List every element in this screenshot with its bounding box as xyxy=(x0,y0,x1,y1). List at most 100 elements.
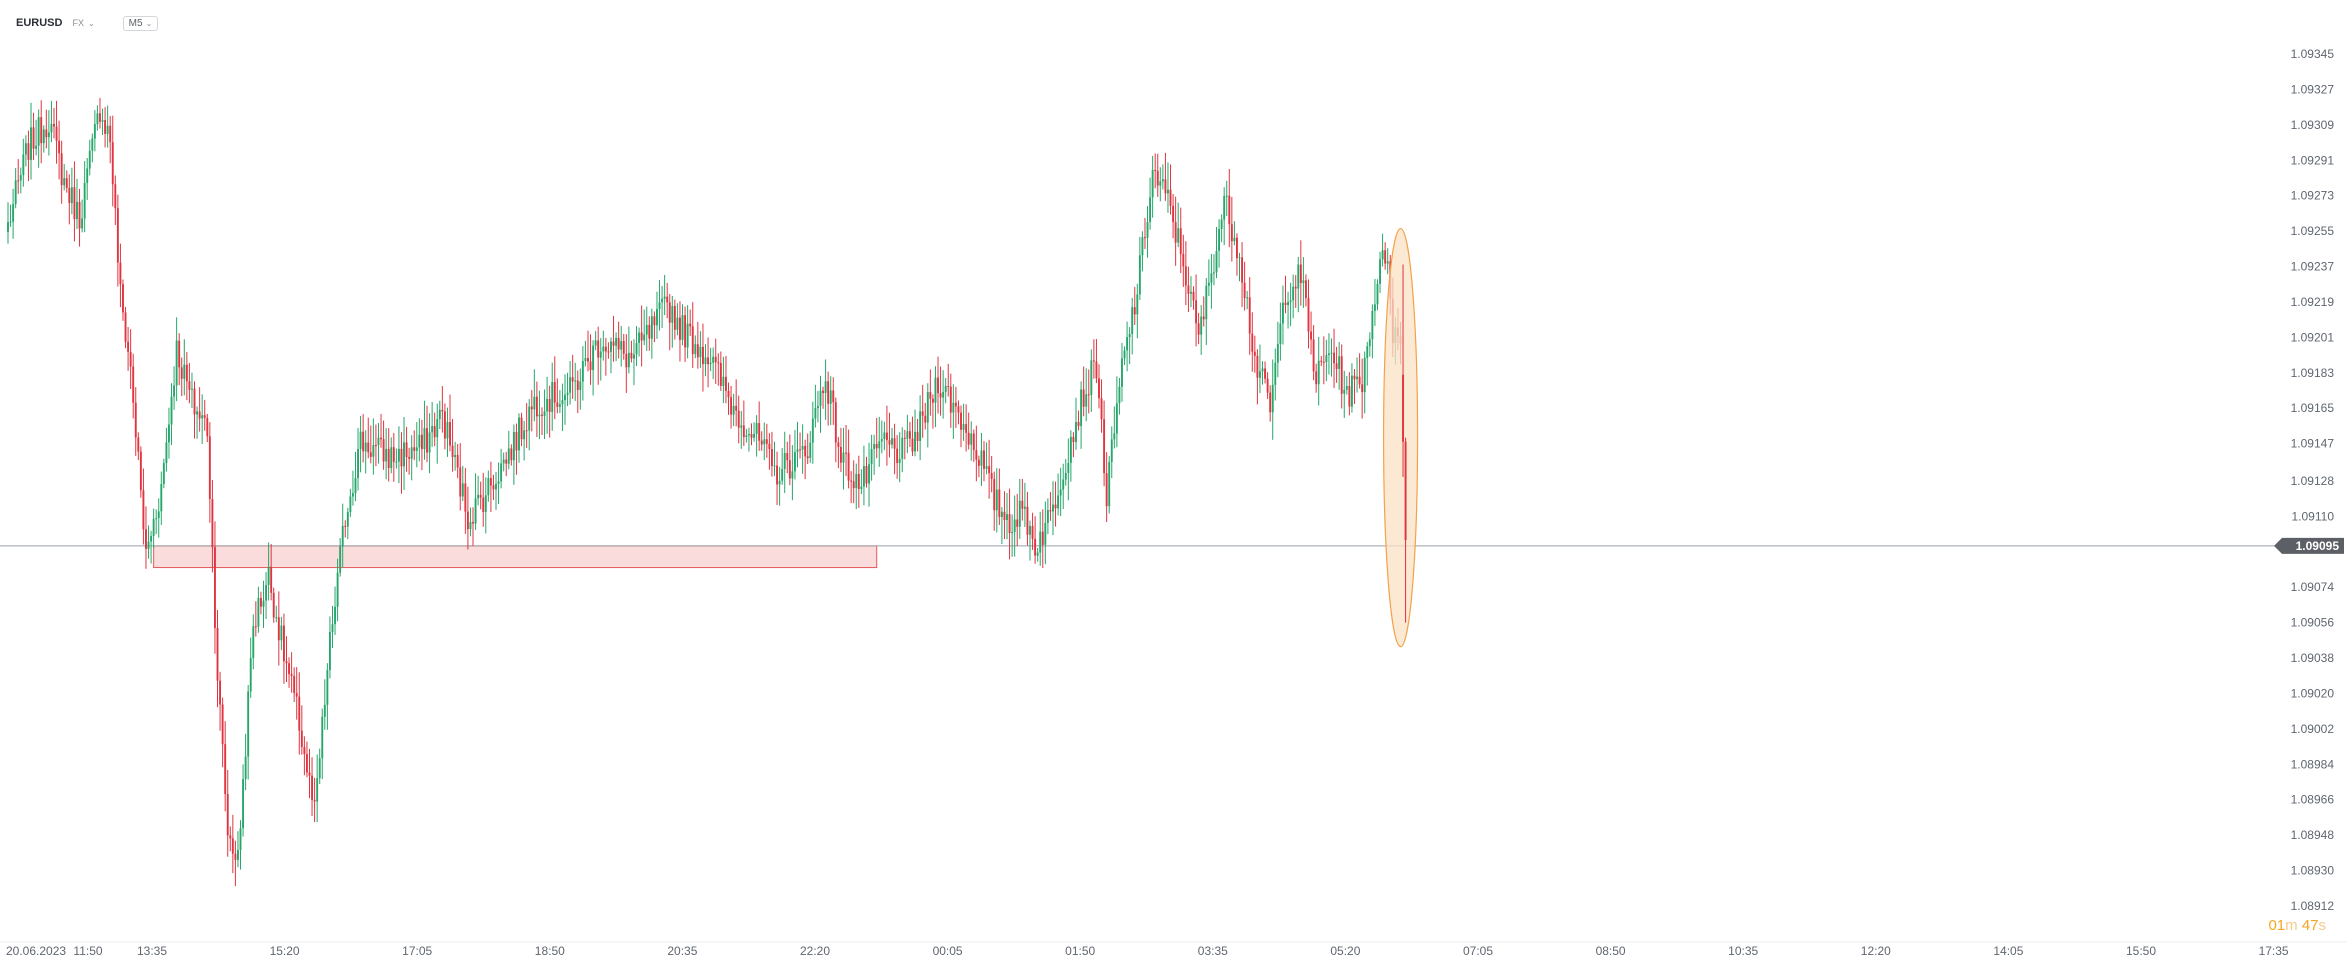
candle-body xyxy=(640,332,643,341)
candle-body xyxy=(224,744,227,795)
asset-class-dropdown[interactable]: FX ⌄ xyxy=(72,18,94,28)
candle-body xyxy=(1128,333,1131,338)
candle-body xyxy=(464,483,467,512)
candle-body xyxy=(993,478,996,511)
candle-body xyxy=(40,117,43,144)
y-tick-label: 1.09110 xyxy=(2292,509,2335,523)
candle-body xyxy=(290,674,293,677)
candle-body xyxy=(1287,302,1290,306)
candle-body xyxy=(244,756,247,780)
candle-body xyxy=(684,315,687,348)
candle-body xyxy=(569,377,572,393)
candle-body xyxy=(1169,189,1172,206)
candle-body xyxy=(1271,384,1274,413)
candle-body xyxy=(267,566,270,586)
candle-body xyxy=(293,676,296,694)
candle-body xyxy=(1236,237,1238,258)
candle-body xyxy=(397,448,400,462)
candle-body xyxy=(571,377,574,382)
candle-body xyxy=(1018,500,1021,527)
candle-body xyxy=(543,411,546,416)
candle-body xyxy=(249,658,252,692)
candle-body xyxy=(1384,250,1387,264)
candle-body xyxy=(377,437,380,446)
timer-seconds: 47 xyxy=(2301,917,2319,934)
candle-body xyxy=(1011,532,1014,534)
candle-body xyxy=(814,408,817,419)
candle-body xyxy=(500,463,503,482)
x-tick-label: 20.06.2023 xyxy=(6,944,66,958)
candle-body xyxy=(975,450,978,460)
x-tick-label: 00:05 xyxy=(933,944,963,958)
y-tick-label: 1.09128 xyxy=(2291,474,2335,488)
candle-body xyxy=(73,187,76,220)
candle-body xyxy=(906,431,909,439)
timeframe-dropdown[interactable]: M5 ⌄ xyxy=(122,15,159,31)
candle-body xyxy=(1251,333,1254,352)
candle-body xyxy=(1307,298,1310,332)
candle-body xyxy=(604,346,607,352)
candle-body xyxy=(952,402,955,413)
x-tick-label: 10:35 xyxy=(1728,944,1758,958)
candle-body xyxy=(1343,389,1346,394)
x-tick-label: 17:05 xyxy=(402,944,432,958)
candle-body xyxy=(983,450,985,469)
candle-body xyxy=(783,452,786,470)
candle-body xyxy=(344,525,347,527)
candle-body xyxy=(1177,228,1180,243)
candle-body xyxy=(487,478,490,496)
candle-body xyxy=(845,452,847,454)
candle-body xyxy=(860,486,863,489)
candle-body xyxy=(139,451,142,491)
candle-body xyxy=(436,419,439,438)
candle-body xyxy=(109,125,112,143)
candle-body xyxy=(824,381,827,394)
candle-body xyxy=(254,626,257,628)
candle-body xyxy=(206,417,209,437)
candle-body xyxy=(116,208,119,263)
candle-body xyxy=(275,617,278,619)
candle-body xyxy=(1105,473,1108,507)
candle-body xyxy=(1294,286,1297,289)
candle-body xyxy=(328,632,331,671)
candle-body xyxy=(1054,504,1057,509)
symbol-label[interactable]: EURUSD xyxy=(16,17,63,29)
candle-body xyxy=(615,337,618,346)
chevron-down-icon: ⌄ xyxy=(87,18,95,28)
candle-body xyxy=(666,296,669,303)
candle-body xyxy=(1269,392,1272,413)
candle-body xyxy=(970,433,973,445)
candle-body xyxy=(30,127,32,160)
candle-body xyxy=(1167,189,1169,194)
current-price-label: 1.09095 xyxy=(2296,539,2340,553)
y-tick-label: 1.09327 xyxy=(2291,82,2335,96)
candle-body xyxy=(81,218,84,229)
candle-body xyxy=(157,511,160,519)
candle-body xyxy=(934,377,937,403)
candle-body xyxy=(523,430,526,440)
candle-body xyxy=(173,385,176,397)
candle-body xyxy=(443,411,446,439)
candle-body xyxy=(1115,403,1118,434)
candle-body xyxy=(96,113,99,125)
candle-body xyxy=(433,426,436,438)
candle-body xyxy=(1036,552,1039,556)
candle-body xyxy=(1284,302,1287,306)
candle-body xyxy=(321,716,324,759)
candle-body xyxy=(1340,356,1343,394)
candle-body xyxy=(801,445,804,450)
candle-body xyxy=(160,484,163,512)
candle-body xyxy=(541,414,543,416)
candle-body xyxy=(208,436,211,500)
candle-body xyxy=(661,298,664,303)
candle-body xyxy=(1371,310,1374,340)
candle-body xyxy=(1067,462,1070,473)
candle-body xyxy=(382,439,385,462)
candle-body xyxy=(819,390,822,406)
candle-body xyxy=(367,442,370,453)
candle-body xyxy=(1200,316,1203,335)
candle-body xyxy=(855,473,858,489)
candle-body xyxy=(1161,179,1164,182)
candle-body xyxy=(431,426,434,433)
